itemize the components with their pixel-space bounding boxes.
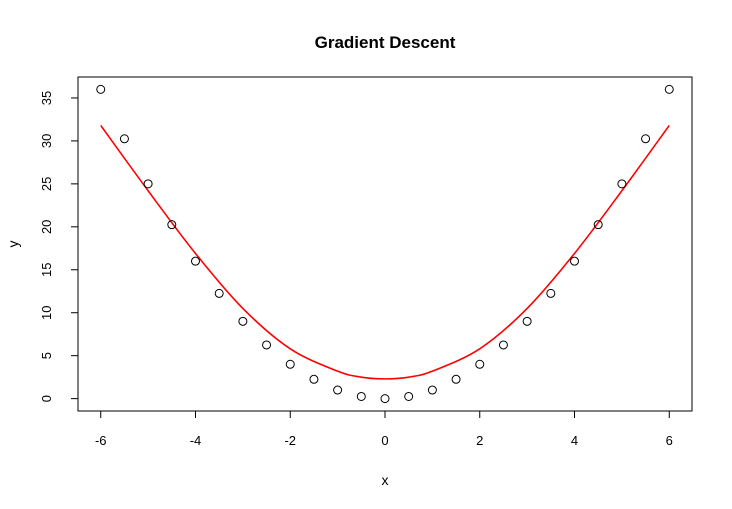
y-tick-label: 10 [39,305,54,319]
x-axis: -6 -4 -2 0 2 4 6 [95,410,673,448]
data-point [427,385,437,395]
y-axis-label: y [5,241,21,248]
y-tick-label: 15 [39,263,54,277]
data-point [546,288,556,298]
data-point [356,391,366,401]
x-tick-label: 2 [476,433,483,448]
data-point [285,359,295,369]
y-axis: 0 5 10 15 20 25 30 35 [39,91,79,402]
y-tick-label: 30 [39,134,54,148]
x-tick-label: -4 [190,433,202,448]
x-axis-label: x [382,472,389,488]
x-tick-label: -6 [95,433,107,448]
data-point [570,256,580,266]
data-point [96,84,106,94]
data-point [262,340,272,350]
data-point [143,179,153,189]
data-point [190,256,200,266]
y-tick-label: 35 [39,91,54,105]
fitted-curve-layer [100,124,670,380]
data-point [333,385,343,395]
fitted-curve [100,124,670,380]
x-tick-label: -2 [284,433,296,448]
data-point [617,179,627,189]
data-point [664,84,674,94]
data-point [475,359,485,369]
data-point [522,316,532,326]
x-tick-label: 6 [666,433,673,448]
plot-frame [77,76,693,412]
data-points-layer [96,84,674,404]
data-point [167,220,177,230]
y-tick-label: 0 [39,395,54,402]
y-tick-label: 25 [39,177,54,191]
data-point [380,394,390,404]
x-tick-label: 4 [571,433,578,448]
data-point [593,220,603,230]
data-point [641,134,651,144]
data-point [451,374,461,384]
data-point [119,134,129,144]
chart-title: Gradient Descent [315,33,456,52]
data-point [214,288,224,298]
data-point [404,391,414,401]
data-point [498,340,508,350]
y-tick-label: 20 [39,220,54,234]
data-point [238,316,248,326]
data-point [309,374,319,384]
x-tick-label: 0 [381,433,388,448]
y-tick-label: 5 [39,352,54,359]
